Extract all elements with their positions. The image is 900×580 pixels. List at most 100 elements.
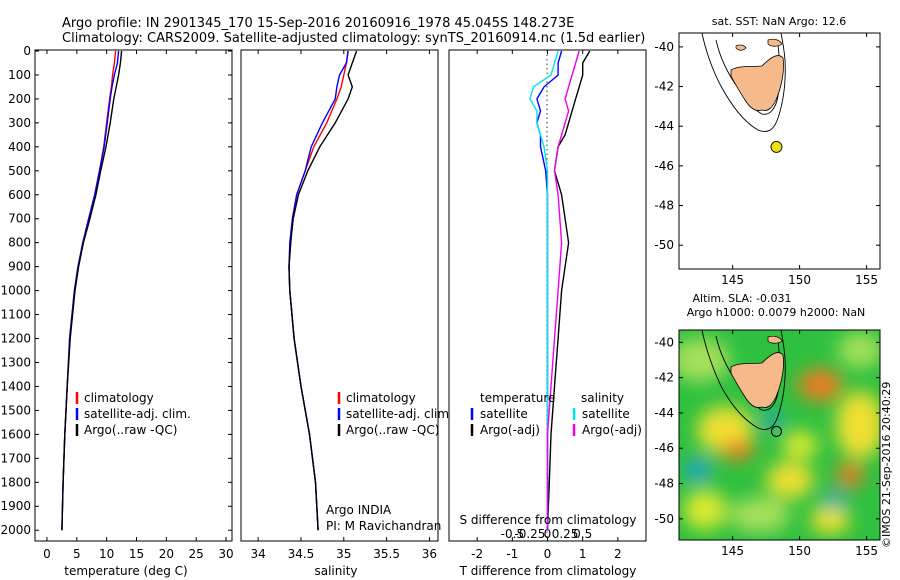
legend-label: Argo(..raw -QC) (84, 423, 177, 437)
profile-line-s-argo-adj- (546, 50, 580, 531)
temperature-xlabel: temperature (deg C) (64, 564, 187, 578)
salinity-axis: 34 34.5 35 35.5 36 (250, 50, 437, 561)
depth-tick-label: 1100 (0, 308, 31, 322)
map-y-tick-label: -42 (654, 80, 674, 94)
x-tick-label: 25 (189, 547, 204, 561)
depth-tick-label: 900 (8, 260, 31, 274)
sla-map-axes: 145 150 155 -40 -42 -44 -46 -48 -50 (654, 330, 880, 558)
depth-tick-label: 1900 (0, 499, 31, 513)
map-y-tick-label: -40 (654, 335, 674, 349)
depth-tick-label: 400 (8, 140, 31, 154)
x-tick-label: 34.5 (288, 547, 315, 561)
x-tick-label: -1 (506, 547, 518, 561)
depth-tick-label: 1400 (0, 379, 31, 393)
legend-label: climatology (346, 391, 416, 405)
sst-map-axes: 145 150 155 -40 -42 -44 -46 -48 -50 (654, 33, 880, 287)
map-x-tick-label: 155 (855, 273, 878, 287)
x-tick-label: 15 (129, 547, 144, 561)
temperature-panel: 0100200300400500600700800900100011001200… (0, 44, 646, 578)
tasmania-landmass-sla (730, 352, 784, 408)
x-tick-label: 35 (336, 547, 351, 561)
temperature-axis: 0 5 10 15 20 25 30 (43, 50, 234, 561)
salinity-profiles (288, 50, 358, 531)
depth-tick-label: 1200 (0, 332, 31, 346)
depth-tick-label: 800 (8, 236, 31, 250)
s-difference-tick-label: -0.25 (514, 527, 545, 541)
map-y-tick-label: -48 (654, 199, 674, 213)
s-difference-tick-label: 0.5 (573, 527, 592, 541)
depth-tick-label: 1700 (0, 451, 31, 465)
king-island (735, 44, 747, 51)
sst-map-panel: sat. SST: NaN Argo: 12.6 145 150 155 -40 -42… (654, 15, 881, 287)
s-difference-tick-label: 0.25 (552, 527, 579, 541)
depth-tick-label: 0 (23, 44, 31, 58)
header-line1: Argo profile: IN 2901345_170 15-Sep-2016… (62, 16, 574, 31)
x-tick-label: 0 (43, 547, 51, 561)
depth-tick-label: 600 (8, 188, 31, 202)
x-tick-label: 0 (544, 547, 552, 561)
temperature-profiles (61, 50, 123, 531)
map-y-tick-label: -46 (654, 441, 674, 455)
depth-tick-label: 1000 (0, 284, 31, 298)
map-y-tick-label: -50 (654, 512, 674, 526)
x-tick-label: 5 (73, 547, 81, 561)
temperature-legend: climatology satellite-adj. clim. Argo(..ra… (75, 391, 191, 437)
x-tick-label: 20 (159, 547, 174, 561)
sla-map-title-line1: Altim. SLA: -0.031 (692, 292, 791, 305)
s-difference-tick-label: -0.5 (501, 527, 524, 541)
salinity-panel: 34 34.5 35 35.5 36 climatology satellite-adj.… (240, 49, 453, 578)
legend-label: Argo(-adj) (480, 423, 540, 437)
map-y-tick-label: -46 (654, 159, 674, 173)
legend-label: Argo(..raw -QC) (346, 423, 439, 437)
sla-map-title-line2: Argo h1000: 0.0079 h2000: NaN (687, 306, 866, 319)
x-tick-label: 2 (614, 547, 622, 561)
depth-tick-label: 700 (8, 212, 31, 226)
sst-map-title: sat. SST: NaN Argo: 12.6 (712, 15, 846, 28)
salinity-xlabel: salinity (314, 564, 357, 578)
temperature-plot-frame (34, 49, 233, 542)
map-y-tick-label: -42 (654, 371, 674, 385)
sla-blobs (679, 332, 880, 534)
map-y-tick-label: -44 (654, 119, 674, 133)
imos-watermark: ©IMOS 21-Sep-2016 20:40:29 (880, 382, 893, 548)
s-difference-label: S difference from climatology (460, 513, 637, 527)
sla-map-panel: Altim. SLA: -0.031 Argo h1000: 0.0079 h2… (654, 292, 881, 558)
difference-panel: -2 -1 0 1 2 -0.5-0.250 0.250.5 temperature sal… (448, 49, 647, 578)
legend-label: climatology (84, 391, 154, 405)
depth-tick-label: 1600 (0, 427, 31, 441)
profile-line-s-satellite (529, 50, 559, 531)
depth-tick-label: 100 (8, 68, 31, 82)
argo-pi-label: PI: M Ravichandran (326, 519, 441, 533)
depth-tick-label: 1500 (0, 403, 31, 417)
argo-float-marker (770, 140, 783, 153)
header-line2: Climatology: CARS2009. Satellite-adjuste… (62, 31, 645, 46)
legend-label: satellite-adj. clim. (346, 407, 453, 421)
x-tick-label: 35.5 (373, 547, 400, 561)
argo-program-label: Argo INDIA (326, 503, 392, 517)
x-tick-label: 10 (99, 547, 114, 561)
s-difference-tick-label: 0 (544, 527, 552, 541)
x-tick-label: 1 (579, 547, 587, 561)
map-y-tick-label: -44 (654, 406, 674, 420)
map-x-tick-label: 150 (788, 544, 811, 558)
legend-label: satellite (582, 407, 630, 421)
map-x-tick-label: 145 (721, 544, 744, 558)
difference-profiles (529, 50, 591, 531)
depth-tick-label: 2000 (0, 523, 31, 537)
x-tick-label: 30 (218, 547, 233, 561)
map-y-tick-label: -50 (654, 238, 674, 252)
salinity-plot-frame (240, 49, 439, 542)
map-y-tick-label: -40 (654, 40, 674, 54)
legend-label: satellite-adj. clim. (84, 407, 191, 421)
map-x-tick-label: 155 (855, 544, 878, 558)
depth-tick-label: 1800 (0, 475, 31, 489)
map-y-tick-label: -48 (654, 477, 674, 491)
map-x-tick-label: 145 (721, 273, 744, 287)
depth-tick-label: 300 (8, 116, 31, 130)
legend-label: satellite (480, 407, 528, 421)
flinders-island (767, 38, 783, 47)
legend-title-salinity: salinity (581, 391, 624, 405)
salinity-legend: climatology satellite-adj. clim. Argo(..ra… (337, 391, 453, 437)
depth-tick-label: 500 (8, 164, 31, 178)
